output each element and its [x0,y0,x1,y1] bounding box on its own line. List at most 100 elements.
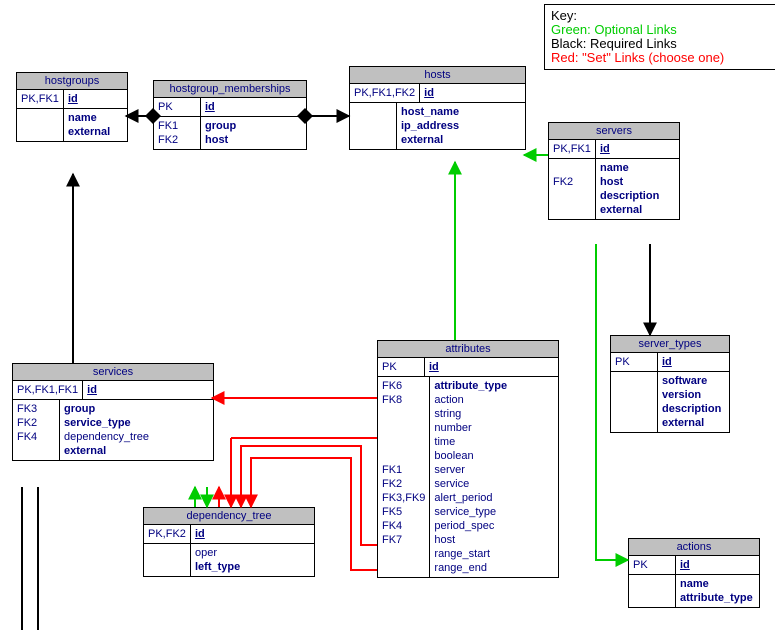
key-cell [615,388,653,402]
key-cell [553,189,591,203]
key-cell: FK3,FK9 [382,491,425,505]
key-cell: FK3 [17,402,55,416]
key-cell [148,546,186,560]
field-cell: name [600,161,675,175]
key-cell [615,374,653,388]
key-cell: FK2 [553,175,591,189]
field-cell: id [195,527,310,541]
key-cell: PK [382,360,420,374]
field-cell: action [434,393,554,407]
legend-green: Green: Optional Links [551,23,775,37]
entity-title: services [13,364,213,381]
entity-title: hostgroups [17,73,127,90]
field-cell: string [434,407,554,421]
field-cell: group [64,402,209,416]
field-cell: external [64,444,209,458]
key-cell [148,560,186,574]
entity-title: hosts [350,67,525,84]
key-cell: PK,FK1 [21,92,59,106]
key-cell: FK5 [382,505,425,519]
field-cell: number [434,421,554,435]
field-cell: id [600,142,675,156]
field-cell: period_spec [434,519,554,533]
field-cell: host [600,175,675,189]
field-cell: host_name [401,105,521,119]
key-cell [382,547,425,561]
key-cell [17,444,55,458]
key-cell: FK7 [382,533,425,547]
key-cell [382,421,425,435]
field-cell: host [434,533,554,547]
key-cell [354,133,392,147]
field-cell: id [429,360,554,374]
key-cell [21,125,59,139]
entity-title: server_types [611,336,729,353]
field-cell: ip_address [401,119,521,133]
field-cell: group [205,119,302,133]
key-cell: PK [633,558,671,572]
key-cell: PK,FK1 [553,142,591,156]
key-cell [615,416,653,430]
legend-black: Black: Required Links [551,37,775,51]
field-cell: boolean [434,449,554,463]
field-cell: range_start [434,547,554,561]
key-cell: PK,FK1,FK2 [354,86,415,100]
field-cell: software [662,374,725,388]
field-cell: id [680,558,755,572]
entity-attributes: attributes PK id FK6FK8 FK1FK2FK3,FK9FK5FK4… [377,340,559,578]
key-cell: FK2 [382,477,425,491]
key-cell: FK8 [382,393,425,407]
field-cell: host [205,133,302,147]
field-cell: alert_period [434,491,554,505]
key-cell [615,402,653,416]
entity-hosts: hosts PK,FK1,FK2 id host_nameip_addressext… [349,66,526,150]
key-cell [553,161,591,175]
field-cell: name [680,577,755,591]
field-cell: description [600,189,675,203]
field-cell: external [662,416,725,430]
key-cell: PK,FK1,FK1 [17,383,78,397]
legend-title: Key: [551,9,775,23]
entity-servers: servers PK,FK1 id FK2 namehostdescriptione… [548,122,680,220]
field-cell: attribute_type [434,379,554,393]
field-cell: oper [195,546,310,560]
field-cell: service_type [64,416,209,430]
key-cell: FK1 [158,119,196,133]
entity-title: attributes [378,341,558,358]
entity-actions: actionsPKid nameattribute_type [628,538,760,608]
key-cell: FK6 [382,379,425,393]
field-cell: id [68,92,123,106]
field-cell: external [401,133,521,147]
key-cell: FK4 [382,519,425,533]
entity-dependency_tree: dependency_treePK,FK2id operleft_type [143,507,315,577]
entity-hostgroups: hostgroupsPK,FK1id nameexternal [16,72,128,142]
entity-title: dependency_tree [144,508,314,525]
key-cell [382,435,425,449]
field-cell: attribute_type [680,591,755,605]
legend-box: Key:Green: Optional LinksBlack: Required… [544,4,775,70]
entity-services: servicesPK,FK1,FK1idFK3FK2FK4 groupservi… [12,363,214,461]
key-cell [553,203,591,217]
field-cell: id [87,383,209,397]
field-cell: external [600,203,675,217]
field-cell: range_end [434,561,554,575]
key-cell [382,561,425,575]
key-cell [21,111,59,125]
entity-hostgroup_memberships: hostgroup_membershipsPKidFK1FK2grouphost [153,80,307,150]
field-cell: description [662,402,725,416]
field-cell: server [434,463,554,477]
field-cell: id [662,355,725,369]
key-cell [382,407,425,421]
legend-red: Red: "Set" Links (choose one) [551,51,775,65]
entity-title: servers [549,123,679,140]
field-cell: external [68,125,123,139]
key-cell [354,105,392,119]
field-cell: id [424,86,521,100]
key-cell [633,577,671,591]
key-cell: FK1 [382,463,425,477]
entity-server_types: server_typesPKid softwareversiondescript… [610,335,730,433]
field-cell: left_type [195,560,310,574]
key-cell: FK2 [17,416,55,430]
entity-title: hostgroup_memberships [154,81,306,98]
key-cell [354,119,392,133]
